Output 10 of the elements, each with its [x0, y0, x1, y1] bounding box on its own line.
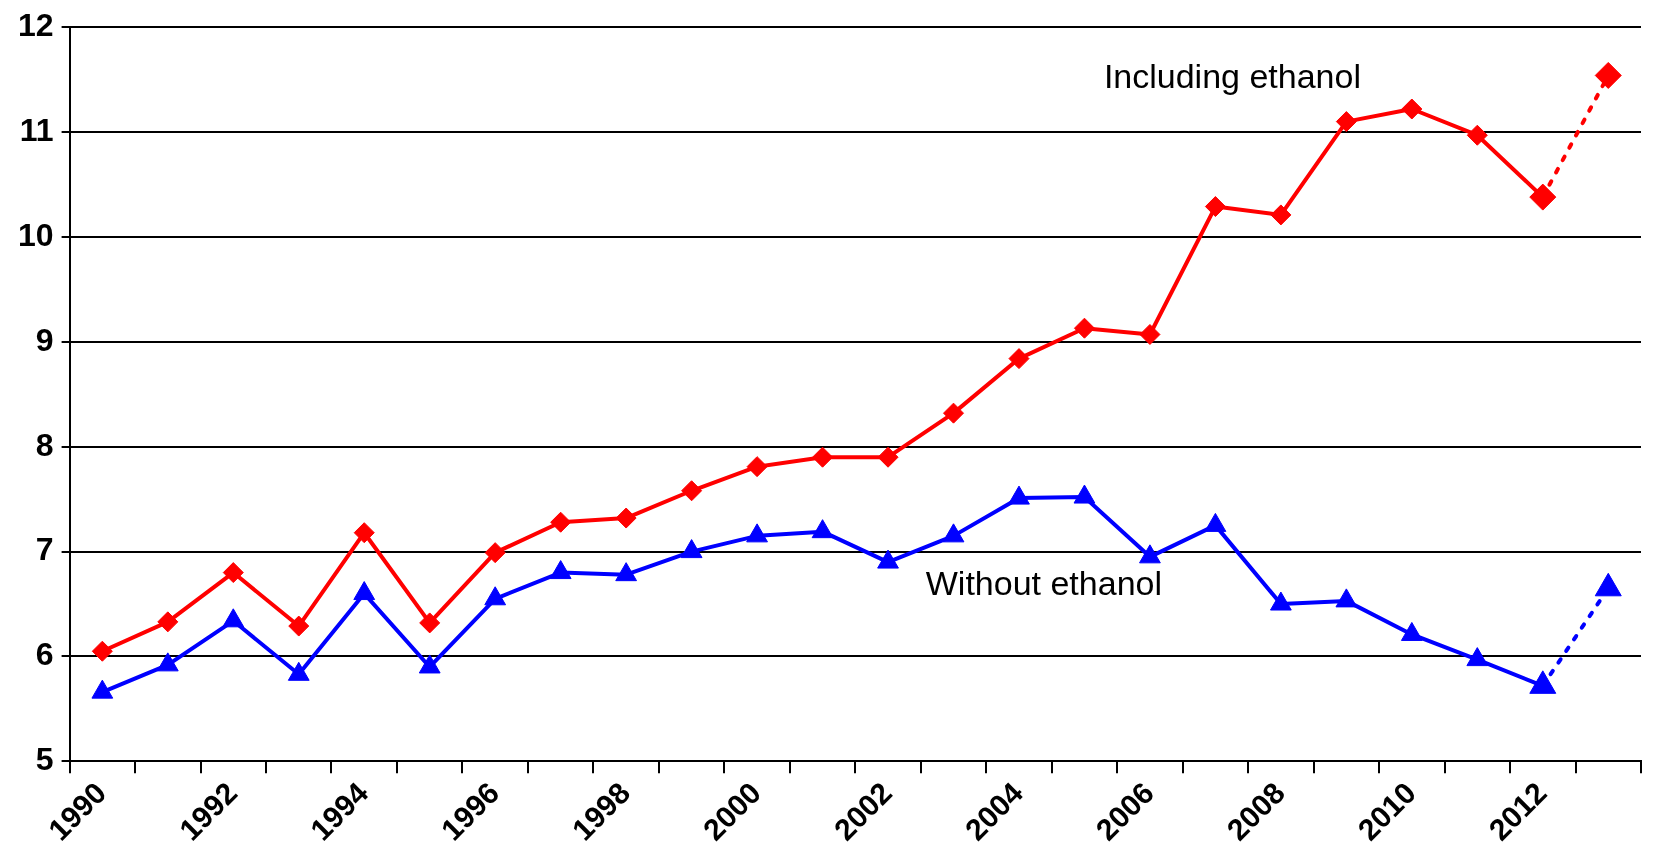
y-tick-label: 12 — [18, 7, 54, 44]
series-label: Including ethanol — [1103, 56, 1361, 95]
y-tick-label: 10 — [18, 216, 54, 253]
y-tick-label: 7 — [35, 531, 54, 568]
y-tick-label: 8 — [35, 426, 54, 463]
y-tick-label: 9 — [35, 321, 54, 358]
series-label: Without ethanol — [925, 563, 1162, 602]
y-tick-label: 11 — [19, 111, 54, 148]
y-tick-label: 5 — [35, 741, 54, 778]
y-tick-label: 6 — [35, 636, 54, 673]
